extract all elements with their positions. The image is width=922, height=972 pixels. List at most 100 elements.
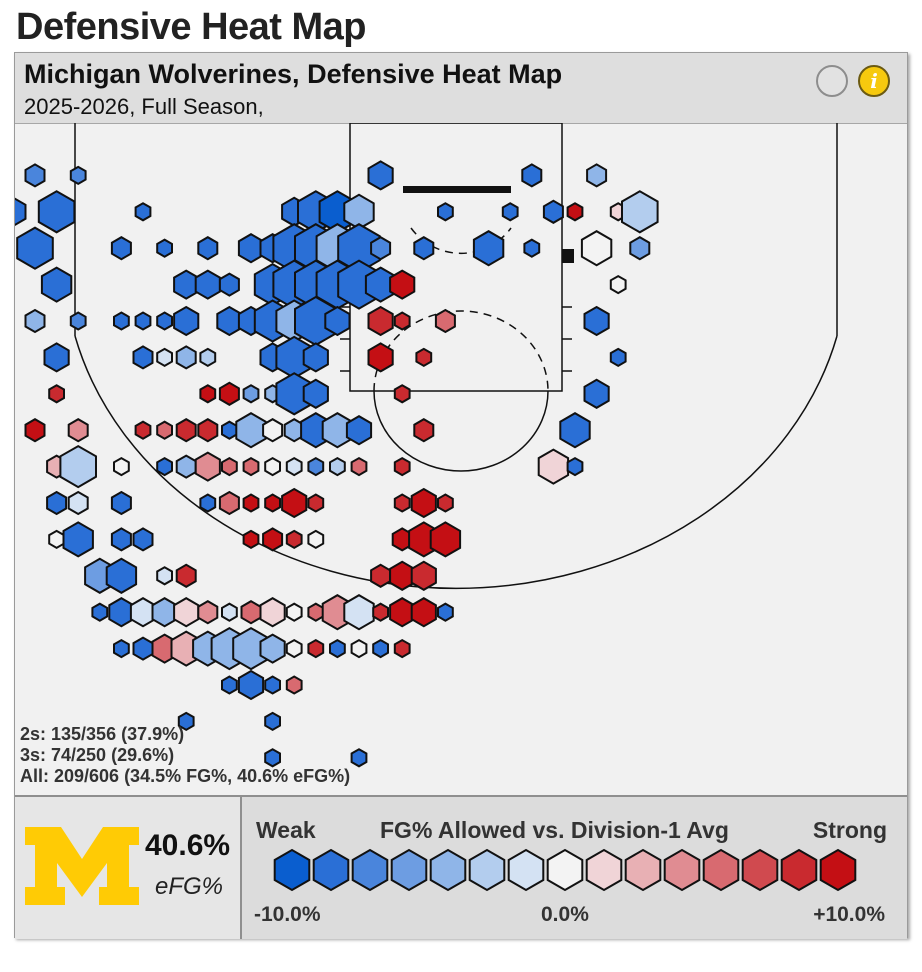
legend-strong-label: Strong: [812, 817, 887, 843]
legend-hex-2: [351, 848, 389, 892]
hex-cell: [24, 418, 46, 443]
hex-cell: [324, 305, 351, 337]
hex-cell: [566, 456, 584, 477]
hex-cell: [48, 384, 65, 404]
hex-cell: [15, 197, 27, 227]
hex-cell: [329, 638, 346, 659]
hex-cell: [156, 456, 173, 477]
hex-cell: [132, 345, 154, 370]
legend-hex-14: [819, 848, 857, 892]
hex-cell: [113, 638, 130, 659]
hex-cell: [393, 456, 411, 477]
legend-min-label: -10.0%: [254, 903, 321, 926]
hex-cell: [389, 560, 416, 591]
hex-cell: [586, 163, 608, 188]
info-icon[interactable]: i: [858, 65, 890, 97]
hex-cell: [285, 529, 303, 550]
michigan-logo: [25, 827, 139, 905]
card-header: Michigan Wolverines, Defensive Heat Map …: [15, 53, 907, 124]
hex-cell: [242, 384, 260, 404]
threes-stat: 3s: 74/250 (29.6%): [20, 745, 175, 765]
hex-cell: [108, 597, 135, 628]
hex-cell: [285, 675, 303, 695]
card-subtitle: 2025-2026, Full Season,: [24, 94, 264, 119]
hex-cell: [91, 602, 109, 622]
hex-cell: [199, 384, 217, 404]
hex-cell: [110, 236, 132, 261]
hex-cell: [156, 238, 173, 258]
legend-hex-13: [780, 848, 818, 892]
hex-cell: [156, 566, 173, 586]
hex-cell: [437, 602, 454, 622]
hex-cell: [197, 236, 219, 261]
hex-cell: [345, 415, 373, 446]
hex-cell: [393, 311, 411, 331]
hex-cell: [370, 236, 392, 261]
efg-label: eFG%: [155, 873, 224, 900]
hex-cell: [194, 451, 221, 482]
hex-cell: [134, 202, 152, 222]
hex-cell: [472, 230, 505, 267]
hex-cell: [24, 163, 46, 188]
twos-stat: 2s: 135/356 (37.9%): [20, 724, 185, 744]
legend-hex-4: [429, 848, 467, 892]
hex-cell: [221, 456, 238, 477]
hex-cell: [264, 456, 281, 477]
hex-cell: [583, 378, 610, 409]
circle-icon[interactable]: [816, 65, 848, 97]
block-right: [562, 249, 574, 263]
hex-cell: [43, 342, 70, 373]
hex-cell: [175, 454, 197, 479]
hex-cell: [197, 600, 219, 625]
hex-cell: [389, 269, 416, 300]
hex-cell: [221, 675, 238, 695]
hex-cell: [350, 638, 368, 659]
hex-cell: [329, 456, 346, 477]
hex-cell: [134, 420, 152, 440]
hex-cell: [307, 493, 325, 513]
hex-cell: [218, 490, 240, 516]
hex-cell: [609, 274, 627, 295]
hex-cell: [113, 456, 130, 477]
legend-hex-12: [741, 848, 779, 892]
hex-cell: [173, 269, 200, 300]
court-heat-map: [15, 123, 838, 768]
hex-cell: [307, 529, 325, 550]
hex-cell: [583, 305, 610, 337]
legend-hex-0: [273, 848, 311, 892]
hex-cell: [437, 493, 454, 513]
hex-cell: [350, 456, 368, 477]
legend-hex-1: [312, 848, 350, 892]
hex-cell: [372, 602, 389, 622]
hex-cell: [175, 345, 197, 370]
hex-cell: [302, 378, 329, 409]
color-legend: Weak FG% Allowed vs. Division-1 Avg Stro…: [242, 797, 907, 939]
hex-cell: [537, 448, 570, 485]
hex-cell: [221, 602, 238, 622]
hex-cell: [367, 342, 394, 373]
legend-weak-label: Weak: [256, 817, 316, 843]
legend-hex-6: [507, 848, 545, 892]
hex-cell: [259, 597, 286, 628]
three-point-arc: [74, 335, 838, 590]
hex-cell: [429, 521, 462, 558]
legend-title: FG% Allowed vs. Division-1 Avg: [380, 817, 729, 843]
hex-cell: [307, 602, 325, 622]
hex-cell: [110, 527, 132, 552]
hex-cell: [501, 202, 519, 222]
hex-cell: [177, 711, 195, 732]
hex-cell: [69, 311, 87, 331]
hex-cell: [132, 636, 154, 661]
hex-cell: [413, 418, 435, 443]
hex-cell: [67, 490, 89, 516]
hex-cell: [16, 226, 54, 270]
hex-cell: [113, 311, 130, 331]
page-title: Defensive Heat Map: [16, 6, 367, 48]
legend-hex-11: [702, 848, 740, 892]
hex-cell: [343, 594, 375, 631]
hex-cell: [367, 160, 394, 191]
hex-cell: [434, 308, 456, 334]
hex-cell: [237, 233, 265, 264]
hex-cell: [629, 236, 651, 261]
hex-cell: [67, 418, 89, 443]
